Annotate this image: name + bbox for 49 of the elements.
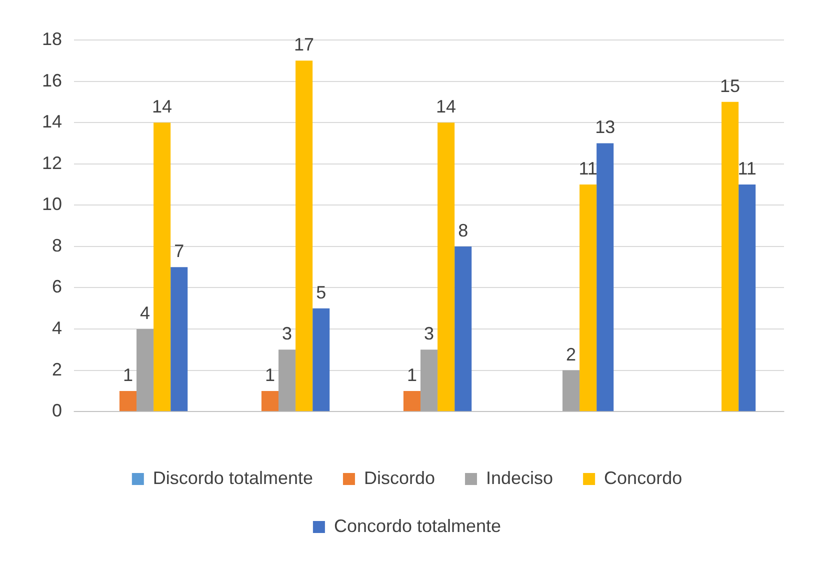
y-tick-label: 14 xyxy=(42,112,62,132)
legend-label: Concordo xyxy=(604,468,682,488)
data-label: 17 xyxy=(294,34,314,55)
data-label: 1 xyxy=(406,364,417,385)
data-label: 14 xyxy=(436,96,456,117)
legend-label: Indeciso xyxy=(486,468,554,488)
bar xyxy=(278,350,296,412)
bar xyxy=(438,122,455,412)
legend-label: Discordo totalmente xyxy=(152,468,313,488)
y-tick-label: 18 xyxy=(42,28,62,49)
bar xyxy=(562,370,580,412)
bar xyxy=(261,390,278,412)
y-tick-label: 6 xyxy=(52,276,62,297)
bar xyxy=(454,246,472,412)
bar xyxy=(596,143,614,412)
data-label: 4 xyxy=(140,302,150,323)
y-tick-label: 4 xyxy=(52,318,62,338)
bar xyxy=(154,122,171,412)
bar xyxy=(420,350,438,412)
data-label: 2 xyxy=(566,344,576,364)
bar xyxy=(722,102,739,412)
data-label: 8 xyxy=(458,220,468,240)
y-tick-label: 2 xyxy=(52,359,62,380)
data-label: 11 xyxy=(738,158,756,178)
bar xyxy=(312,308,330,412)
bar xyxy=(580,184,597,412)
data-label: 1 xyxy=(264,364,275,385)
y-tick-label: 10 xyxy=(42,194,62,214)
y-tick-label: 16 xyxy=(42,70,62,90)
bar xyxy=(296,60,313,412)
legend-label: Concordo totalmente xyxy=(334,516,502,536)
y-tick-label: 0 xyxy=(52,400,62,421)
y-tick-label: 12 xyxy=(42,152,62,173)
data-label: 14 xyxy=(152,96,172,117)
legend-label: Discordo xyxy=(364,468,436,488)
bar xyxy=(403,390,420,412)
data-label: 15 xyxy=(720,76,740,96)
data-label: 3 xyxy=(282,324,292,344)
y-tick-label: 8 xyxy=(52,235,62,256)
data-label: 1 xyxy=(122,364,133,385)
data-label: 3 xyxy=(424,324,434,344)
data-label: 5 xyxy=(316,282,326,302)
data-label: 11 xyxy=(578,158,598,178)
bar xyxy=(170,267,188,412)
bar xyxy=(136,329,154,412)
bar xyxy=(738,184,756,412)
data-label: 7 xyxy=(174,241,184,262)
bar xyxy=(119,390,136,412)
data-label: 13 xyxy=(595,117,616,138)
